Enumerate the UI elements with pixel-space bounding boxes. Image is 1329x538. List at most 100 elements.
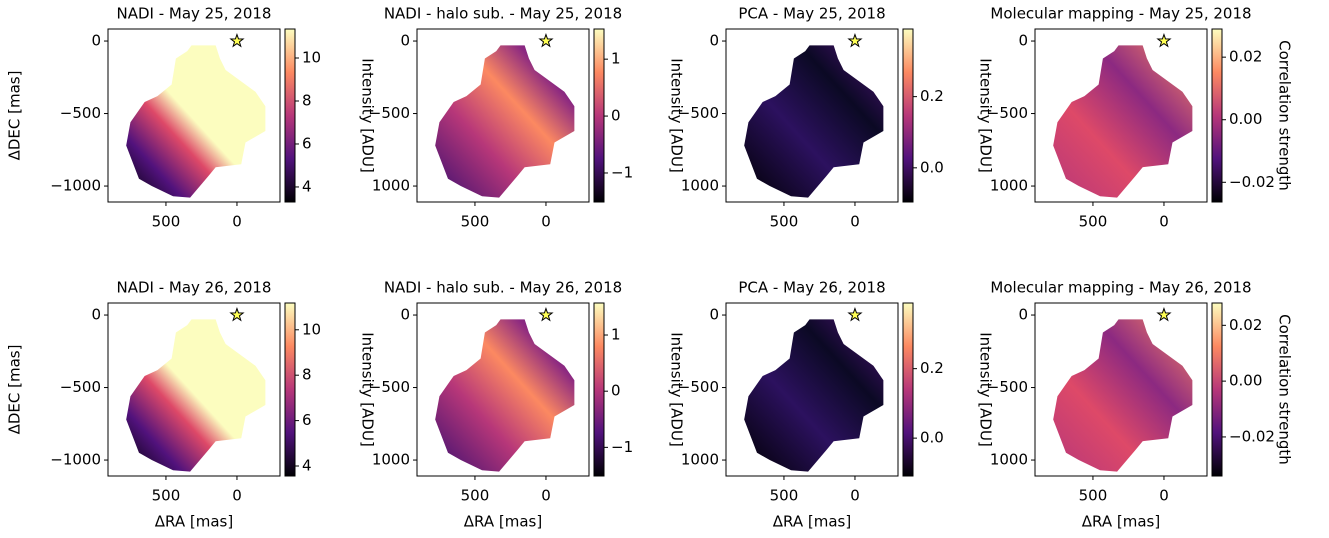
colorbar-tick-label: 8 [302,91,312,109]
y-tick-label: 1000 [681,177,719,195]
star-marker [1156,33,1172,48]
x-tick-label: 0 [1159,487,1169,505]
colorbar-tick-label: 8 [302,366,312,384]
colorbar-tick-label: 0 [611,382,621,400]
colorbar-label: Intensity [ADU] [977,332,995,447]
star-marker [847,307,863,322]
image-region [1053,45,1193,198]
y-axis-label: ΔDEC [mas] [6,71,24,161]
x-tick-label: 0 [232,213,242,231]
y-tick-label: 1000 [372,177,410,195]
colorbar [902,28,914,203]
y-tick-label: −500 [60,378,101,396]
y-tick-label: 0 [709,306,719,324]
colorbar-tick-label: 0 [611,107,621,125]
panel-title: PCA - May 26, 2018 [738,279,885,297]
star-marker [538,33,554,48]
y-tick-label: −500 [678,378,719,396]
x-tick-label: 500 [152,213,181,231]
colorbar-tick-label: −1 [611,163,633,181]
colorbar-label: Intensity [ADU] [359,332,377,447]
y-tick-label: −1000 [50,451,101,469]
y-tick-label: −500 [987,378,1028,396]
axes-frame [416,302,590,477]
image-region [1053,319,1193,472]
axes-frame [1034,28,1208,203]
panel-title: NADI - May 26, 2018 [117,279,272,297]
axes-frame [1034,302,1208,477]
colorbar-tick-label: 4 [302,177,312,195]
image-region [744,319,884,472]
axes-frame [725,302,899,477]
colorbar-tick-label: 6 [302,411,312,429]
axes-frame [725,28,899,203]
x-tick-label: 0 [541,487,551,505]
axes-frame [416,28,590,203]
y-tick-label: −1000 [50,177,101,195]
x-tick-label: 500 [770,487,799,505]
x-tick-label: 500 [1079,487,1108,505]
colorbar-tick-label: 0.02 [1229,48,1262,66]
colorbar [284,302,296,477]
y-tick-label: 0 [91,306,101,324]
colorbar-tick-label: 10 [302,320,321,338]
colorbar [1211,28,1223,203]
image-region [744,45,884,198]
y-tick-label: −500 [987,104,1028,122]
axes-frame [107,28,281,203]
panel-title: Molecular mapping - May 26, 2018 [990,279,1251,297]
x-tick-label: 500 [152,487,181,505]
y-tick-label: −500 [60,104,101,122]
y-tick-label: 0 [709,32,719,50]
x-axis-label: ΔRA [mas] [464,513,542,531]
colorbar-label: Intensity [ADU] [668,58,686,173]
x-tick-label: 0 [850,213,860,231]
y-tick-label: 0 [91,32,101,50]
colorbar-tick-label: −1 [611,438,633,456]
y-tick-label: 0 [1018,306,1028,324]
x-tick-label: 500 [770,213,799,231]
x-tick-label: 500 [461,213,490,231]
colorbar-label: Correlation strength [1276,40,1294,191]
colorbar-label: Intensity [ADU] [359,58,377,173]
colorbar-tick-label: 0.2 [920,359,944,377]
x-tick-label: 500 [461,487,490,505]
y-tick-label: 1000 [990,451,1028,469]
image-region [435,45,575,198]
y-tick-label: −500 [369,104,410,122]
colorbar [1211,302,1223,477]
y-tick-label: 0 [400,32,410,50]
colorbar-label: Intensity [ADU] [977,58,995,173]
image-region [126,45,266,198]
colorbar-tick-label: 6 [302,134,312,152]
colorbar-tick-label: 0.00 [1229,372,1262,390]
panel-title: NADI - May 25, 2018 [117,5,272,23]
x-axis-label: ΔRA [mas] [155,513,233,531]
x-tick-label: 0 [850,487,860,505]
star-marker [1156,307,1172,322]
x-tick-label: 0 [541,213,551,231]
colorbar-tick-label: 0.0 [920,158,944,176]
x-tick-label: 0 [1159,213,1169,231]
x-tick-label: 0 [232,487,242,505]
colorbar-tick-label: 4 [302,457,312,475]
x-axis-label: ΔRA [mas] [1082,513,1160,531]
y-tick-label: 1000 [372,451,410,469]
colorbar-label: Intensity [ADU] [668,332,686,447]
panel-title: PCA - May 25, 2018 [738,5,885,23]
image-region [126,319,266,472]
colorbar-tick-label: 0.0 [920,429,944,447]
colorbar [902,302,914,477]
colorbar-tick-label: 0.00 [1229,110,1262,128]
panel-title: NADI - halo sub. - May 26, 2018 [384,279,622,297]
y-tick-label: 1000 [990,177,1028,195]
y-axis-label: ΔDEC [mas] [6,345,24,435]
y-tick-label: 0 [400,306,410,324]
y-tick-label: 1000 [681,451,719,469]
panel-title: NADI - halo sub. - May 25, 2018 [384,5,622,23]
star-marker [847,33,863,48]
star-marker [229,307,245,322]
star-marker [229,33,245,48]
